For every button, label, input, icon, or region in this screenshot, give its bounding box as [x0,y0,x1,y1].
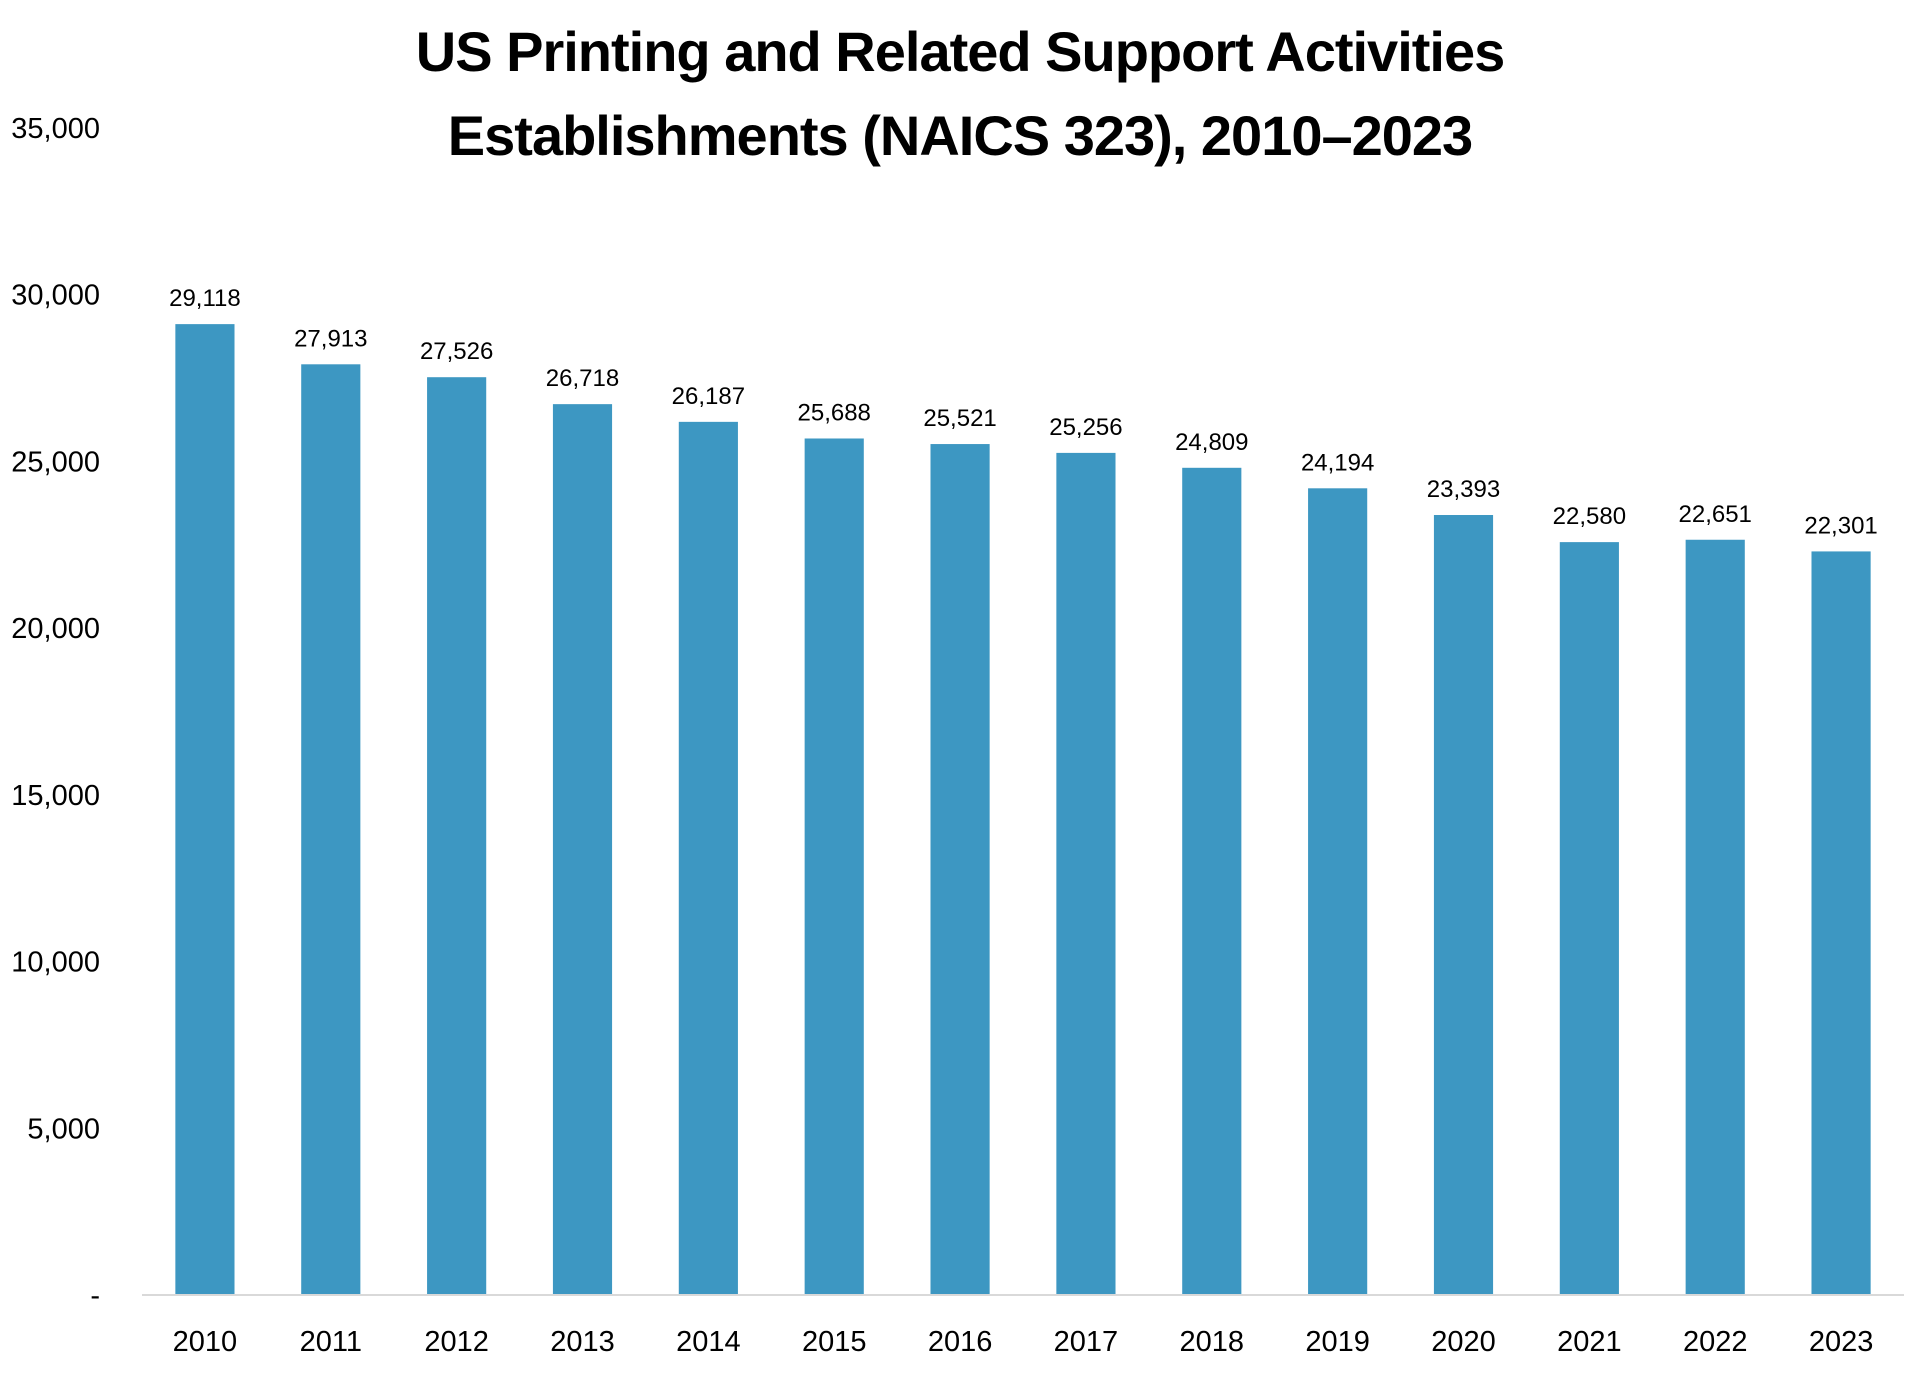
x-tick-label: 2012 [424,1326,489,1358]
bar [804,438,864,1296]
bar-value-label: 29,118 [169,285,241,312]
bar-value-label: 27,913 [294,325,367,352]
bar-value-label: 22,651 [1679,501,1752,528]
bar [1811,551,1871,1295]
y-tick-label: 15,000 [11,780,100,812]
y-tick-label: - [90,1280,100,1312]
bar [1308,488,1368,1295]
x-tick-label: 2014 [676,1326,741,1358]
x-tick-label: 2023 [1809,1326,1874,1358]
bar [1056,452,1116,1295]
bar [175,324,235,1295]
bar [930,444,990,1295]
bar-value-label: 24,194 [1301,449,1374,476]
bar-value-label: 25,256 [1049,414,1122,441]
x-tick-label: 2022 [1683,1326,1748,1358]
bar-value-label: 25,521 [923,405,996,432]
chart-title-line-2: Establishments (NAICS 323), 2010–2023 [447,104,1473,167]
bar-value-label: 25,688 [798,399,871,426]
bar-value-label: 23,393 [1427,476,1500,503]
x-tick-label: 2016 [928,1326,993,1358]
bar [1182,467,1242,1295]
y-tick-label: 30,000 [11,280,100,312]
chart-title-line-1: US Printing and Related Support Activiti… [415,20,1506,83]
bar [552,404,613,1296]
bar [678,421,738,1295]
y-tick-label: 35,000 [11,113,100,145]
bar-value-label: 22,580 [1553,503,1626,530]
bar-value-label: 26,187 [672,383,745,410]
x-tick-label: 2021 [1557,1326,1622,1358]
x-tick-label: 2019 [1305,1326,1370,1358]
x-tick-label: 2020 [1431,1326,1496,1358]
x-tick-label: 2015 [802,1326,867,1358]
x-tick-label: 2018 [1180,1326,1245,1358]
x-tick-label: 2013 [550,1326,615,1358]
bar [427,377,487,1295]
y-tick-label: 5,000 [27,1113,100,1145]
x-tick-label: 2017 [1054,1326,1119,1358]
bar [301,364,361,1295]
y-tick-label: 20,000 [11,613,100,645]
bar-value-label: 22,301 [1804,512,1877,539]
x-tick-label: 2011 [300,1326,362,1358]
bar-value-label: 24,809 [1175,429,1248,456]
bar-value-label: 26,718 [546,365,619,392]
x-tick-label: 2010 [173,1326,238,1358]
y-tick-label: 25,000 [11,446,100,478]
y-tick-label: 10,000 [11,947,100,979]
bar [1433,515,1494,1295]
bar [1685,539,1745,1295]
bar [1559,542,1619,1295]
bar-value-label: 27,526 [420,338,493,365]
